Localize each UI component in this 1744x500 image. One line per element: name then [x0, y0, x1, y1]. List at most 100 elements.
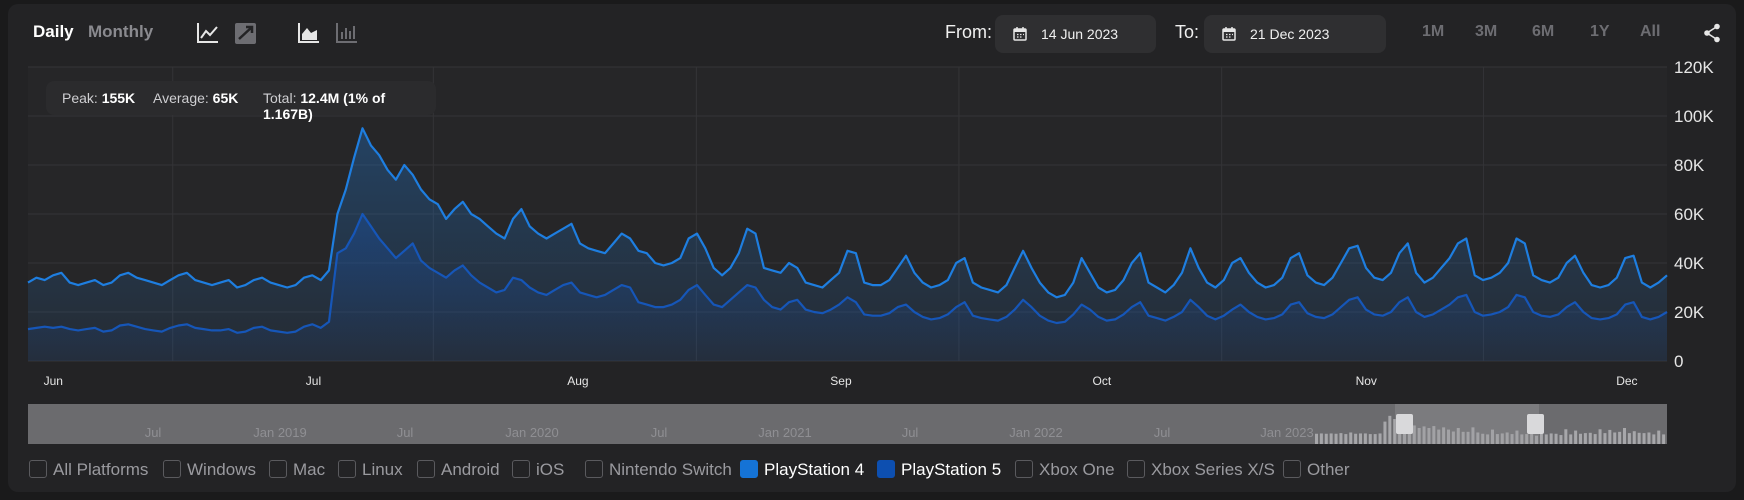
navigator-bar — [1588, 432, 1592, 444]
navigator-bar — [1579, 433, 1582, 444]
legend-label[interactable]: Other — [1307, 460, 1350, 479]
to-label: To: — [1175, 22, 1200, 42]
legend-checkbox-xbox-series-x-s[interactable] — [1127, 460, 1145, 478]
range-3m-button[interactable]: 3M — [1475, 23, 1498, 40]
navigator-handle-right[interactable] — [1527, 414, 1544, 434]
navigator-label: Jan 2019 — [253, 425, 307, 440]
navigator-bar — [1373, 434, 1377, 444]
legend-checkbox-linux[interactable] — [338, 460, 356, 478]
navigator-selection[interactable] — [1395, 404, 1539, 444]
navigator-label: Jul — [397, 425, 414, 440]
navigator-bar — [1505, 432, 1509, 444]
legend-checkbox-other[interactable] — [1283, 460, 1301, 478]
navigator-bar — [1647, 432, 1651, 444]
total-value: 12.4M (1% of 1.167B) — [263, 90, 386, 122]
navigator-bar — [1515, 430, 1519, 444]
legend-checkbox-mac[interactable] — [269, 460, 287, 478]
navigator-bar — [1447, 429, 1450, 444]
legend-checkbox-xbox-one[interactable] — [1015, 460, 1033, 478]
navigator-bar — [1442, 427, 1446, 444]
navigator-bar — [1603, 433, 1607, 444]
legend-checkbox-nintendo-switch[interactable] — [585, 460, 603, 478]
navigator-bar — [1608, 429, 1612, 444]
navigator-bar — [1593, 434, 1597, 444]
line-chart-icon[interactable] — [195, 20, 221, 46]
legend-label[interactable]: Android — [441, 460, 500, 479]
legend-label[interactable]: iOS — [536, 460, 565, 479]
navigator-bar — [1451, 431, 1455, 444]
to-date-field[interactable]: 21 Dec 2023 — [1204, 15, 1386, 53]
series-line-ps5[interactable] — [27, 212, 1668, 334]
navigator-bar — [1363, 433, 1367, 444]
navigator-bar — [1642, 433, 1646, 444]
legend-label[interactable]: Mac — [293, 460, 326, 479]
series-area-ps5 — [28, 214, 1667, 361]
legend-label[interactable]: PlayStation 4 — [764, 460, 865, 479]
navigator-bar — [1334, 433, 1338, 444]
average-stat: Average: 65K — [153, 90, 238, 106]
series-line-ps4[interactable] — [27, 127, 1668, 299]
navigator-handle-left[interactable] — [1396, 414, 1413, 434]
average-value: 65K — [212, 90, 239, 106]
navigator-bar — [1461, 431, 1465, 444]
legend-checkbox-all-platforms[interactable] — [29, 460, 47, 478]
navigator-bar — [1535, 435, 1538, 444]
y-tick-label: 100K — [1674, 107, 1714, 126]
navigator-bar — [1393, 419, 1397, 444]
navigator-bar — [1520, 434, 1524, 444]
x-tick-label: Aug — [567, 374, 588, 388]
navigator-label: Jan 2023 — [1260, 425, 1314, 440]
navigator-bar — [1525, 434, 1529, 444]
navigator-bar — [1368, 434, 1372, 444]
legend-label[interactable]: PlayStation 5 — [901, 460, 1002, 479]
navigator-label: Jan 2021 — [758, 425, 812, 440]
legend-checkbox-playstation-5[interactable] — [877, 460, 895, 478]
tab-monthly[interactable]: Monthly — [88, 22, 154, 41]
total-label: Total: — [263, 90, 297, 106]
legend-label[interactable]: Xbox Series X/S — [1151, 460, 1275, 479]
bar-chart-icon[interactable] — [334, 20, 360, 46]
legend-checkbox-windows[interactable] — [163, 460, 181, 478]
legend-checkbox-ios[interactable] — [512, 460, 530, 478]
navigator-bar — [1412, 425, 1416, 444]
navigator-bar — [1432, 426, 1436, 444]
navigator-bar — [1491, 429, 1494, 444]
navigator-bar — [1344, 434, 1348, 444]
navigator-bar — [1637, 432, 1641, 444]
navigator-bar — [1559, 435, 1563, 444]
scatter-chart-icon[interactable] — [233, 20, 259, 46]
navigator-bar — [1486, 434, 1490, 444]
navigator-bar — [1437, 429, 1441, 444]
x-tick-label: Jun — [44, 374, 63, 388]
legend-label[interactable]: Xbox One — [1039, 460, 1115, 479]
navigator[interactable]: Jul Jan 2019 Jul Jan 2020 Jul Jan 2021 Jul Jan … — [28, 404, 1667, 444]
peak-label: Peak: — [62, 90, 98, 106]
navigator-bar — [1598, 429, 1602, 444]
area-chart-icon[interactable] — [296, 20, 322, 46]
from-date-field[interactable]: 14 Jun 2023 — [995, 15, 1156, 53]
legend-label[interactable]: Windows — [187, 460, 256, 479]
y-tick-label: 60K — [1674, 205, 1705, 224]
range-1m-button[interactable]: 1M — [1422, 23, 1445, 40]
share-icon[interactable] — [1703, 23, 1721, 43]
legend-label[interactable]: All Platforms — [53, 460, 149, 479]
legend-label[interactable]: Linux — [362, 460, 403, 479]
navigator-bar — [1359, 433, 1362, 444]
navigator-bar — [1549, 433, 1553, 444]
legend-checkbox-playstation-4[interactable] — [740, 460, 758, 478]
legend-label[interactable]: Nintendo Switch — [609, 460, 732, 479]
range-1y-button[interactable]: 1Y — [1590, 23, 1610, 40]
series — [27, 127, 1668, 361]
navigator-bar — [1319, 433, 1323, 444]
peak-stat: Peak: 155K — [62, 90, 135, 106]
navigator-label: Jan 2020 — [505, 425, 559, 440]
range-6m-button[interactable]: 6M — [1532, 23, 1555, 40]
calendar-icon — [1222, 27, 1236, 41]
navigator-bar — [1388, 415, 1392, 444]
navigator-bar — [1456, 428, 1460, 444]
tab-daily[interactable]: Daily — [33, 22, 74, 41]
navigator-label: Jul — [145, 425, 162, 440]
legend-checkbox-android[interactable] — [417, 460, 435, 478]
range-all-button[interactable]: All — [1640, 23, 1661, 40]
